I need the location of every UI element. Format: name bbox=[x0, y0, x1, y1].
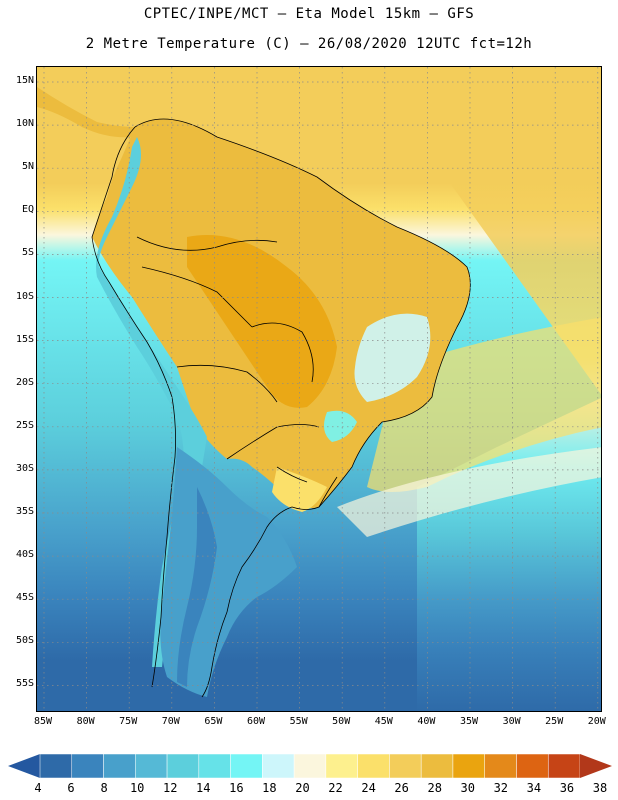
lat-label: 20S bbox=[15, 376, 34, 388]
lat-label: 5N bbox=[21, 161, 34, 173]
colorbar-label: 20 bbox=[295, 781, 310, 795]
lon-label: 35W bbox=[459, 716, 479, 727]
colorbar-label: 12 bbox=[163, 781, 178, 795]
colorbar-swatch bbox=[452, 753, 485, 779]
colorbar-swatch bbox=[389, 753, 422, 779]
colorbar-label: 28 bbox=[427, 781, 442, 795]
colorbar-swatch bbox=[325, 753, 358, 779]
colorbar-swatch bbox=[547, 753, 581, 779]
lon-label: 30W bbox=[502, 716, 521, 727]
colorbar-swatch bbox=[516, 753, 549, 779]
colorbar-label: 4 bbox=[34, 781, 42, 795]
colorbar-swatch bbox=[39, 753, 73, 779]
patagonia-coldest bbox=[177, 487, 217, 687]
colorbar-swatch bbox=[103, 753, 136, 779]
colorbar-label: 30 bbox=[460, 781, 475, 795]
colorbar-label: 36 bbox=[559, 781, 575, 795]
lat-label: 35S bbox=[15, 506, 34, 517]
lat-label: 30S bbox=[15, 462, 34, 474]
borders bbox=[91, 118, 471, 698]
lat-label: 15S bbox=[15, 333, 34, 345]
colorbar-swatch bbox=[420, 753, 454, 779]
colorbar-swatch bbox=[166, 753, 200, 779]
colorbar-swatch bbox=[230, 753, 263, 779]
atlantic-field bbox=[367, 67, 601, 711]
pampa-mild bbox=[272, 467, 327, 512]
colorbar-swatch bbox=[484, 753, 517, 779]
lat-label: 10N bbox=[15, 118, 34, 130]
lon-label: 55W bbox=[289, 716, 308, 727]
lat-label: 5S bbox=[21, 247, 34, 259]
se-brazil-cool-patch bbox=[354, 313, 431, 402]
central-america bbox=[37, 87, 137, 138]
chart-title: CPTEC/INPE/MCT – Eta Model 15km – GFS bbox=[143, 6, 475, 22]
colorbar-label: 34 bbox=[526, 781, 542, 795]
colorbar-label: 14 bbox=[196, 781, 211, 795]
lon-label: 85W bbox=[33, 716, 53, 727]
lon-label: 65W bbox=[204, 716, 223, 727]
colorbar-low-arrow bbox=[8, 754, 40, 778]
lat-label: 40S bbox=[15, 549, 34, 561]
colorbar-swatch bbox=[198, 753, 231, 779]
lon-label: 40W bbox=[417, 716, 436, 727]
colorbar-label: 32 bbox=[493, 781, 509, 795]
lat-label: 10S bbox=[15, 290, 34, 302]
temperature-map bbox=[37, 67, 601, 711]
colorbar-label: 38 bbox=[592, 781, 608, 795]
lat-label: 45S bbox=[15, 592, 34, 604]
chart-subtitle: 2 Metre Temperature (C) – 26/08/2020 12U… bbox=[85, 36, 533, 52]
atlantic-mild-band bbox=[337, 447, 601, 537]
lon-label: 45W bbox=[374, 716, 393, 727]
lat-label: EQ bbox=[21, 204, 34, 216]
colorbar bbox=[8, 753, 612, 779]
colorbar-label: 24 bbox=[361, 781, 376, 795]
colorbar-swatch bbox=[71, 753, 104, 779]
colorbar-swatch bbox=[135, 753, 168, 779]
lat-label: 15N bbox=[15, 75, 34, 86]
lon-label: 25W bbox=[545, 716, 564, 727]
colorbar-label: 8 bbox=[100, 781, 108, 795]
colorbar-label: 16 bbox=[229, 781, 244, 795]
colorbar-label: 10 bbox=[129, 781, 145, 795]
lon-label: 80W bbox=[76, 716, 95, 727]
colorbar-swatch bbox=[293, 753, 327, 779]
lat-label: 55S bbox=[15, 678, 34, 690]
south-brazil-cool-patch bbox=[323, 410, 357, 442]
colorbar-swatch bbox=[262, 753, 295, 779]
lon-label: 75W bbox=[119, 716, 138, 727]
lon-label: 70W bbox=[161, 716, 180, 727]
colorbar-swatch bbox=[357, 753, 390, 779]
lat-label: 50S bbox=[15, 635, 34, 647]
lon-label: 50W bbox=[332, 716, 351, 727]
colorbar-label: 6 bbox=[67, 781, 75, 795]
map-panel bbox=[36, 66, 602, 712]
lon-label: 60W bbox=[246, 716, 266, 727]
lon-label: 20W bbox=[587, 716, 606, 727]
colorbar-label: 18 bbox=[262, 781, 277, 795]
lat-label: 25S bbox=[15, 419, 34, 431]
colorbar-label: 26 bbox=[394, 781, 409, 795]
colorbar-high-arrow bbox=[580, 754, 612, 778]
colorbar-label: 22 bbox=[328, 781, 343, 795]
